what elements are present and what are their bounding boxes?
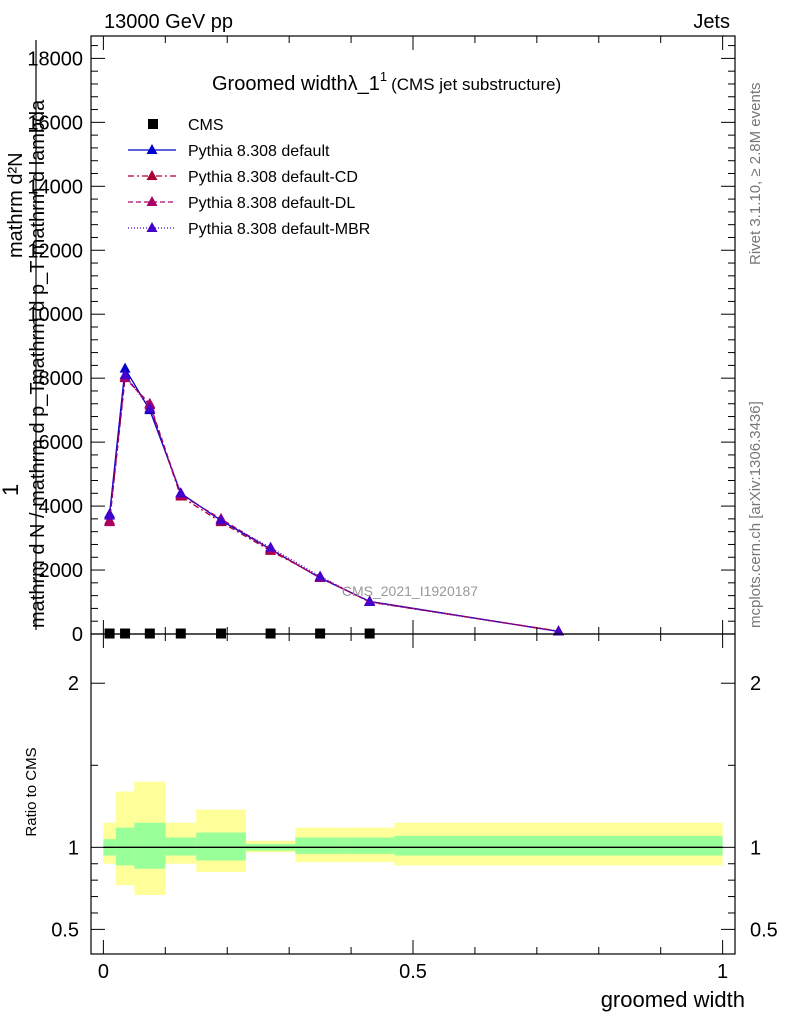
series-marker-3 bbox=[144, 402, 156, 413]
ylabel-fragment-4: 1 bbox=[0, 484, 23, 496]
legend-label: Pythia 8.308 default-CD bbox=[188, 169, 358, 186]
legend-triangle-marker bbox=[146, 196, 158, 206]
main-ticks bbox=[91, 36, 735, 635]
mcplots-label: mcplots.cern.ch [arXiv:1306.3436] bbox=[747, 401, 764, 628]
series-marker-3 bbox=[215, 514, 227, 525]
series-line-1 bbox=[108, 375, 559, 632]
series-marker-3 bbox=[119, 368, 131, 379]
ratio-band-inner bbox=[394, 835, 723, 856]
legend-entry: Pythia 8.308 default bbox=[128, 143, 330, 160]
ratio-y-tick-label: 0.5 bbox=[51, 919, 79, 941]
ratio-band-inner bbox=[344, 837, 395, 854]
ylabel-fragment-1: mathrm d²N bbox=[5, 152, 27, 258]
main-y-tick-label: 16000 bbox=[27, 112, 83, 134]
main-y-tick-label: 2000 bbox=[39, 560, 84, 582]
ylabel-fragment-3: mathrm d N / mathrm d p_T bbox=[27, 382, 49, 628]
main-y-tick-label: 8000 bbox=[39, 368, 84, 390]
legend-triangle-marker bbox=[146, 170, 158, 180]
ratio-band-inner bbox=[196, 832, 246, 861]
main-y-label: mathrm d²N mathrm d p_T mathrm d lambda … bbox=[0, 40, 49, 630]
ratio-y-tick-label-right: 1 bbox=[750, 837, 761, 859]
ratio-y-tick-label-right: 0.5 bbox=[750, 919, 778, 941]
header-left: 13000 GeV pp bbox=[104, 11, 233, 33]
ylabel-fragment-2: mathrm d p_T mathrm d lambda bbox=[27, 99, 49, 385]
ratio-y-tick-label: 1 bbox=[68, 837, 79, 859]
legend-label: CMS bbox=[188, 117, 224, 134]
watermark: CMS_2021_I1920187 bbox=[342, 583, 478, 599]
main-y-tick-label: 4000 bbox=[39, 496, 84, 518]
ratio-panel: 0.5 0.51 12 2 0 0.5 1 Ratio to CMS groomed wi… bbox=[23, 633, 778, 1012]
header-right: Jets bbox=[693, 11, 730, 33]
legend-label: Pythia 8.308 default bbox=[188, 143, 330, 160]
ratio-band-inner bbox=[115, 827, 135, 866]
ratio-band-inner bbox=[165, 837, 197, 856]
ratio-x-tick-label: 0.5 bbox=[399, 961, 427, 983]
series-marker-3 bbox=[314, 570, 326, 581]
main-y-tick-label: 12000 bbox=[27, 240, 83, 262]
main-y-tick-label: 14000 bbox=[27, 176, 83, 198]
series-line-2 bbox=[108, 376, 559, 632]
series-marker-0 bbox=[119, 362, 131, 373]
legend-triangle-marker bbox=[146, 222, 158, 232]
legend: CMS Pythia 8.308 default Pythia 8.308 defa… bbox=[128, 117, 370, 238]
chart-title: Groomed widthλ_11 (CMS jet substructure) bbox=[212, 69, 561, 95]
main-panel: 0 2000 4000 6000 8000 10000 12000 14000 16000 180… bbox=[0, 35, 736, 646]
legend-label: Pythia 8.308 default-MBR bbox=[188, 221, 370, 238]
series-marker-3 bbox=[265, 541, 277, 552]
ratio-y-tick-label: 2 bbox=[68, 673, 79, 695]
x-axis-label: groomed width bbox=[601, 987, 745, 1012]
ratio-x-tick-label: 1 bbox=[717, 961, 728, 983]
rivet-label: Rivet 3.1.10, ≥ 2.8M events bbox=[747, 83, 764, 266]
series-marker-2 bbox=[104, 516, 116, 527]
main-y-tick-labels: 0 2000 4000 6000 8000 10000 12000 14000 16000 180… bbox=[27, 48, 83, 646]
ratio-x-tick-label: 0 bbox=[98, 961, 109, 983]
series-marker-3 bbox=[364, 596, 376, 607]
ratio-y-tick-labels: 0.5 0.5 1 1 2 2 bbox=[51, 673, 778, 941]
series-line-3 bbox=[108, 373, 559, 633]
legend-entry: Pythia 8.308 default-MBR bbox=[128, 221, 370, 238]
main-y-tick-label: 18000 bbox=[27, 48, 83, 70]
ratio-y-label: Ratio to CMS bbox=[23, 747, 40, 836]
ratio-bands bbox=[103, 781, 723, 895]
legend-triangle-marker bbox=[146, 144, 158, 154]
ratio-y-tick-label-right: 2 bbox=[750, 673, 761, 695]
series-marker-3 bbox=[104, 509, 116, 520]
main-series bbox=[104, 362, 565, 636]
ratio-frame bbox=[90, 633, 736, 955]
main-y-tick-label: 10000 bbox=[27, 304, 83, 326]
series-marker-3 bbox=[175, 487, 187, 498]
ratio-band-inner bbox=[295, 837, 345, 854]
ratio-ticks bbox=[91, 634, 735, 954]
legend-square-marker bbox=[148, 119, 158, 129]
legend-entry: Pythia 8.308 default-CD bbox=[128, 169, 358, 186]
ratio-x-tick-labels: 0 0.5 1 bbox=[98, 961, 728, 983]
series-marker-3 bbox=[553, 625, 565, 636]
legend-label: Pythia 8.308 default-DL bbox=[188, 195, 355, 212]
legend-entry: Pythia 8.308 default-DL bbox=[128, 195, 355, 212]
ratio-band-inner bbox=[134, 822, 166, 869]
main-y-tick-label: 6000 bbox=[39, 432, 84, 454]
main-y-tick-label: 0 bbox=[72, 624, 83, 646]
legend-entry: CMS bbox=[148, 117, 224, 134]
